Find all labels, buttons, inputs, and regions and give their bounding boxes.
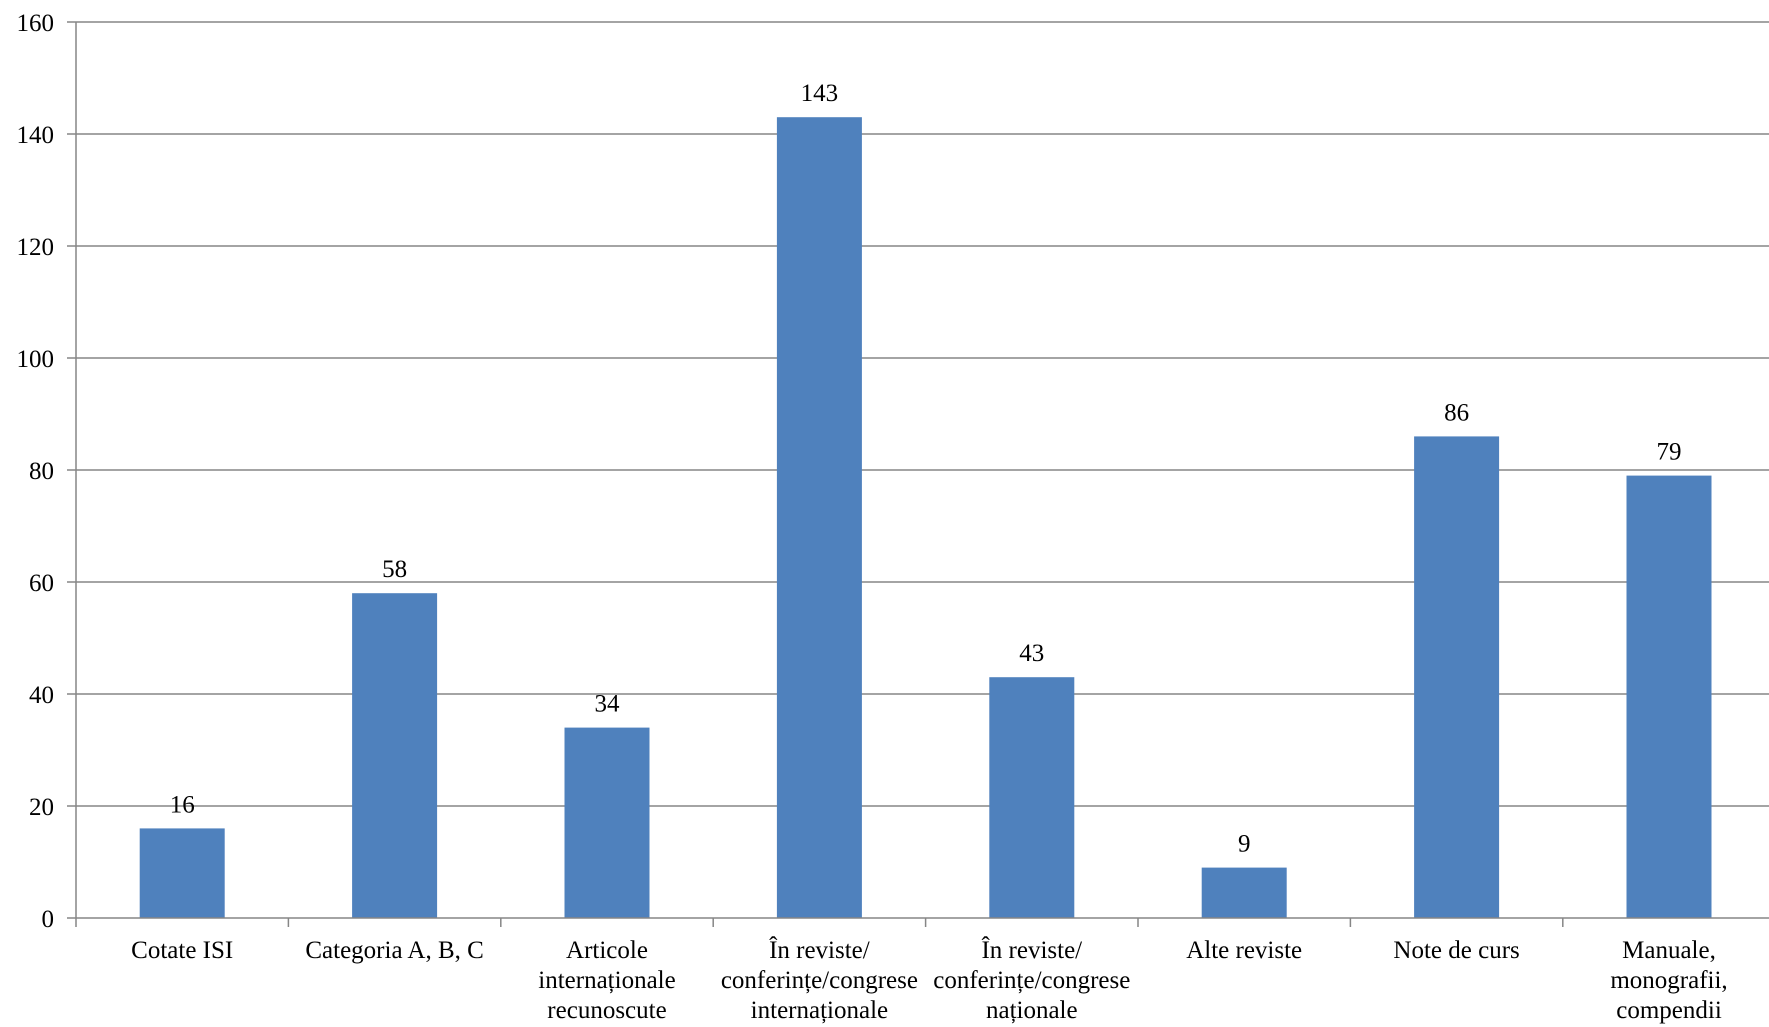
y-tick-label: 0 xyxy=(42,906,55,933)
x-tick-label-line: compendii xyxy=(1616,997,1722,1024)
x-tick-label-line: internaționale xyxy=(538,967,675,994)
data-label: 58 xyxy=(382,556,407,583)
data-label: 79 xyxy=(1657,439,1682,466)
x-tick-label-line: Categoria A, B, C xyxy=(305,937,483,964)
x-tick-label: Note de curs xyxy=(1393,937,1519,964)
bar xyxy=(989,677,1075,918)
bar xyxy=(1414,436,1500,918)
x-tick-label: Articole internaționale recunoscute xyxy=(538,937,675,1024)
x-tick-label-line: Cotate ISI xyxy=(131,937,233,964)
x-tick-label: Cotate ISI xyxy=(131,937,233,964)
data-label: 86 xyxy=(1444,399,1469,426)
y-tick-label: 100 xyxy=(17,346,55,373)
bar xyxy=(139,828,225,918)
y-tick-label: 80 xyxy=(29,458,54,485)
x-tick-label: Alte reviste xyxy=(1186,937,1302,964)
data-label: 43 xyxy=(1019,640,1044,667)
x-tick-label-line: internaționale xyxy=(751,997,888,1024)
data-label: 143 xyxy=(801,80,839,107)
bar xyxy=(1201,867,1287,918)
y-tick-label: 40 xyxy=(29,682,54,709)
bars xyxy=(139,117,1712,918)
x-tick-label-line: conferințe/congrese xyxy=(933,967,1130,994)
bar xyxy=(352,593,438,918)
x-tick-label-line: Articole xyxy=(566,937,648,964)
x-tick-label-line: recunoscute xyxy=(547,997,666,1024)
x-tick-label-line: În reviste/ xyxy=(769,936,870,964)
x-tick-label-line: Alte reviste xyxy=(1186,937,1302,964)
x-tick-label-line: Manuale, xyxy=(1622,937,1716,964)
y-tick-label: 60 xyxy=(29,570,54,597)
x-tick-label-line: Note de curs xyxy=(1393,937,1519,964)
gridlines xyxy=(76,21,1769,807)
labels: 0 20 40 60 80 100 120 140 160 16 Cotate ISI 58 Categ… xyxy=(17,10,1728,1024)
y-tick-label: 20 xyxy=(29,794,54,821)
x-tick-label-line: naționale xyxy=(986,997,1078,1024)
x-tick-label-line: conferințe/congrese xyxy=(721,967,918,994)
x-tick-label: Manuale, monografii, compendii xyxy=(1610,937,1727,1024)
y-tick-label: 160 xyxy=(17,10,55,37)
x-tick-label-line: În reviste/ xyxy=(981,936,1082,964)
x-tick-label: În reviste/conferințe/congrese naționale xyxy=(933,936,1130,1024)
data-label: 34 xyxy=(595,691,621,718)
axes xyxy=(67,21,1769,927)
x-tick-label-line: monografii, xyxy=(1610,967,1727,994)
bar xyxy=(776,117,862,918)
data-label: 9 xyxy=(1238,831,1251,858)
bar xyxy=(1626,475,1712,918)
bar xyxy=(564,727,650,918)
x-tick-label: În reviste/conferințe/congrese internațio… xyxy=(721,936,918,1024)
y-tick-label: 120 xyxy=(17,234,55,261)
data-label: 16 xyxy=(170,791,195,818)
x-tick-label: Categoria A, B, C xyxy=(305,937,483,964)
y-tick-label: 140 xyxy=(17,122,55,149)
